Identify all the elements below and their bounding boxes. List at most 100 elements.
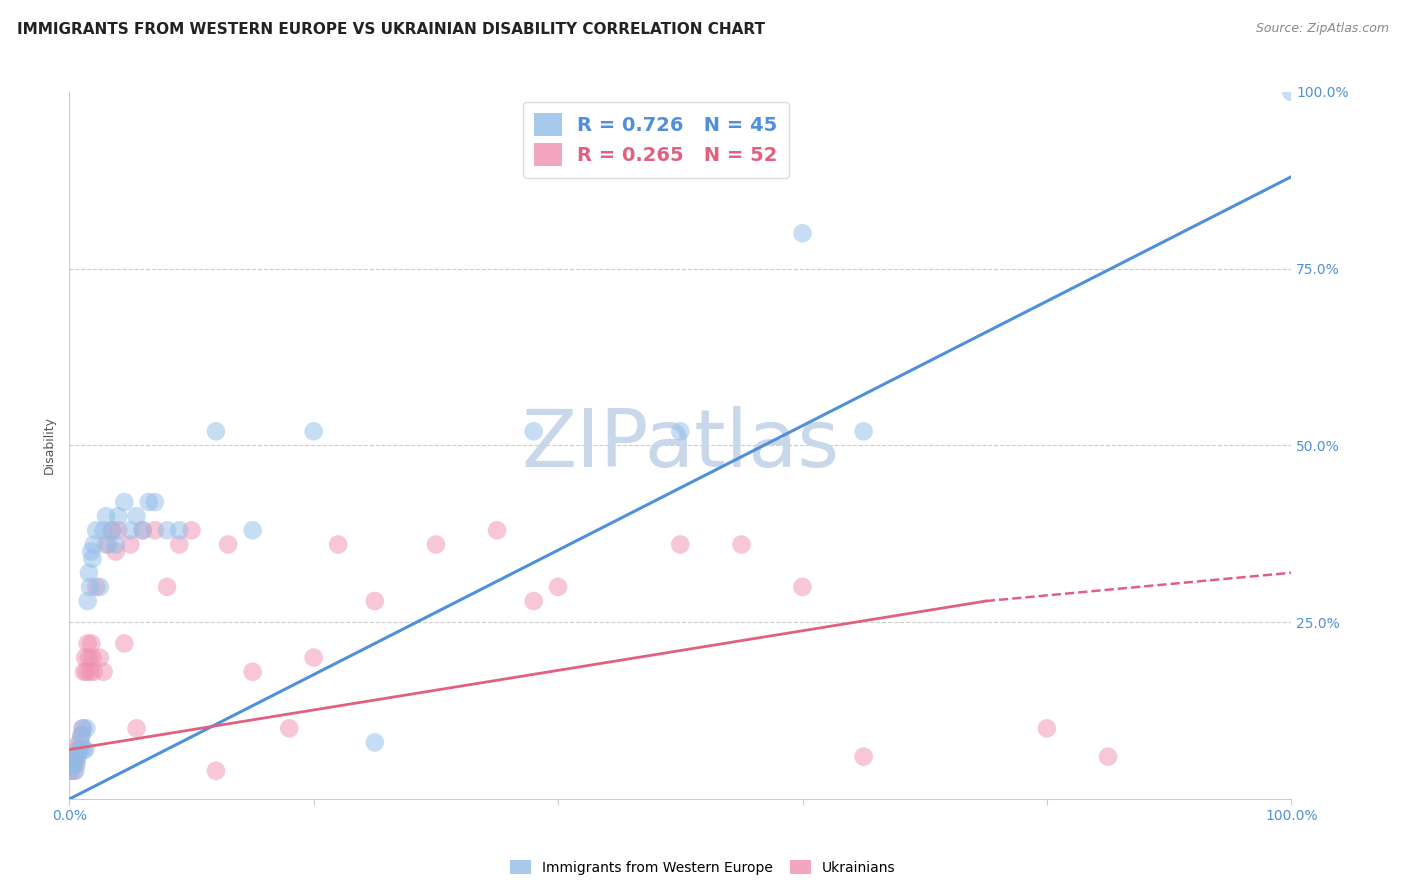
Point <box>93 524 115 538</box>
Point <box>852 749 875 764</box>
Point <box>89 580 111 594</box>
Point <box>73 665 96 679</box>
Point <box>79 580 101 594</box>
Point <box>69 735 91 749</box>
Point <box>156 580 179 594</box>
Point <box>302 425 325 439</box>
Point <box>101 524 124 538</box>
Point <box>112 495 135 509</box>
Point <box>169 537 191 551</box>
Point <box>63 764 86 778</box>
Point <box>80 636 103 650</box>
Point <box>77 650 100 665</box>
Point <box>80 544 103 558</box>
Point <box>523 425 546 439</box>
Point <box>131 524 153 538</box>
Point <box>242 524 264 538</box>
Point <box>66 742 89 756</box>
Point <box>730 537 752 551</box>
Point <box>82 650 104 665</box>
Point <box>67 735 90 749</box>
Point <box>97 537 120 551</box>
Point <box>278 722 301 736</box>
Point <box>70 728 93 742</box>
Text: ZIPatlas: ZIPatlas <box>522 407 839 484</box>
Point <box>1097 749 1119 764</box>
Point <box>1279 85 1302 99</box>
Point <box>156 524 179 538</box>
Point <box>143 524 166 538</box>
Point <box>83 537 105 551</box>
Point <box>65 764 87 778</box>
Point <box>792 580 814 594</box>
Point <box>62 749 84 764</box>
Y-axis label: Disability: Disability <box>44 417 56 475</box>
Point <box>75 650 97 665</box>
Point <box>83 665 105 679</box>
Text: IMMIGRANTS FROM WESTERN EUROPE VS UKRAINIAN DISABILITY CORRELATION CHART: IMMIGRANTS FROM WESTERN EUROPE VS UKRAIN… <box>17 22 765 37</box>
Point <box>792 227 814 241</box>
Point <box>107 524 129 538</box>
Point <box>72 722 94 736</box>
Legend: R = 0.726   N = 45, R = 0.265   N = 52: R = 0.726 N = 45, R = 0.265 N = 52 <box>523 102 789 178</box>
Point <box>125 509 148 524</box>
Point <box>65 756 87 771</box>
Point <box>131 524 153 538</box>
Point <box>69 742 91 756</box>
Point <box>217 537 239 551</box>
Point <box>76 594 98 608</box>
Point <box>1036 722 1059 736</box>
Point <box>67 742 90 756</box>
Point <box>302 650 325 665</box>
Point <box>242 665 264 679</box>
Point <box>93 665 115 679</box>
Point <box>138 495 160 509</box>
Point <box>104 544 127 558</box>
Point <box>62 756 84 771</box>
Point <box>84 524 107 538</box>
Point <box>547 580 569 594</box>
Point <box>94 537 117 551</box>
Point <box>143 495 166 509</box>
Point <box>66 749 89 764</box>
Point <box>112 636 135 650</box>
Point <box>60 756 83 771</box>
Point <box>84 580 107 594</box>
Point <box>75 722 97 736</box>
Point <box>125 722 148 736</box>
Point <box>76 636 98 650</box>
Point <box>66 756 89 771</box>
Point <box>70 728 93 742</box>
Point <box>94 509 117 524</box>
Point <box>59 764 82 778</box>
Point <box>63 749 86 764</box>
Point <box>89 650 111 665</box>
Point <box>425 537 447 551</box>
Point <box>205 764 228 778</box>
Point <box>169 524 191 538</box>
Point <box>82 551 104 566</box>
Point <box>364 735 387 749</box>
Point <box>72 722 94 736</box>
Point <box>101 524 124 538</box>
Point <box>669 537 692 551</box>
Point <box>75 742 97 756</box>
Point <box>120 524 142 538</box>
Legend: Immigrants from Western Europe, Ukrainians: Immigrants from Western Europe, Ukrainia… <box>505 855 901 880</box>
Point <box>669 425 692 439</box>
Point <box>77 566 100 580</box>
Point <box>180 524 202 538</box>
Point <box>59 764 82 778</box>
Point <box>120 537 142 551</box>
Point <box>523 594 546 608</box>
Point <box>486 524 509 538</box>
Point <box>73 742 96 756</box>
Point <box>60 756 83 771</box>
Point <box>205 425 228 439</box>
Point <box>75 665 97 679</box>
Point <box>852 425 875 439</box>
Text: Source: ZipAtlas.com: Source: ZipAtlas.com <box>1256 22 1389 36</box>
Point <box>364 594 387 608</box>
Point <box>79 665 101 679</box>
Point <box>328 537 350 551</box>
